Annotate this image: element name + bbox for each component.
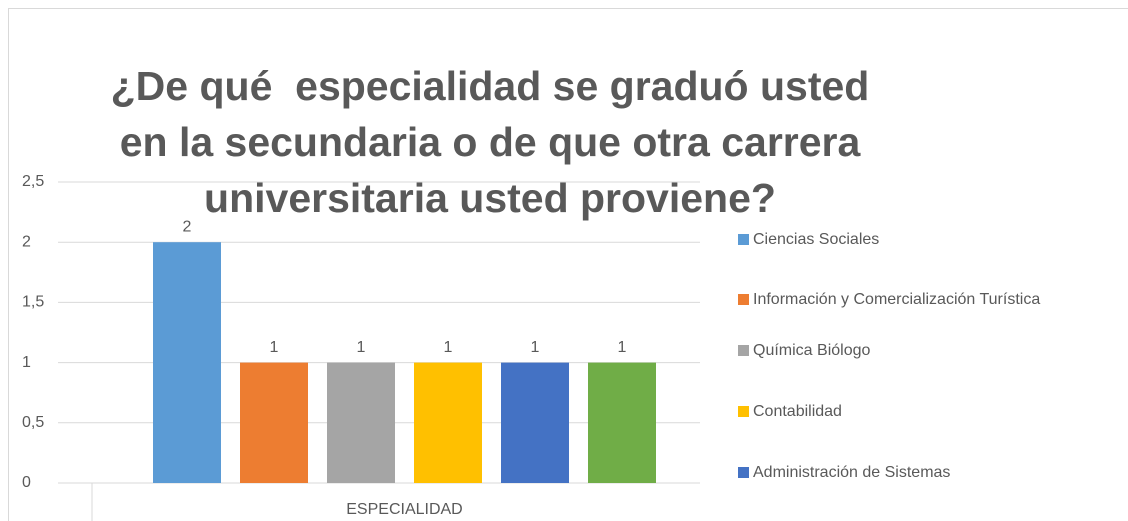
bar — [327, 362, 395, 483]
legend-swatch — [738, 467, 749, 478]
chart-title: ¿De qué especialidad se graduó usted en … — [110, 63, 881, 221]
bar — [240, 362, 308, 483]
legend-swatch — [738, 294, 749, 305]
legend-label: Administración de Sistemas — [753, 464, 951, 481]
legend-swatch — [738, 345, 749, 356]
legend-swatch — [738, 234, 749, 245]
bar — [414, 362, 482, 483]
bar — [153, 242, 221, 483]
value-label: 1 — [618, 339, 627, 356]
value-label: 1 — [270, 339, 279, 356]
bar — [501, 362, 569, 483]
legend-label: Contabilidad — [753, 403, 842, 420]
bar — [588, 362, 656, 483]
y-tick-label: 2,5 — [22, 173, 44, 190]
legend-label: Química Biólogo — [753, 342, 871, 359]
legend-label: Ciencias Sociales — [753, 231, 880, 248]
y-tick-label: 0 — [22, 474, 31, 491]
value-label: 1 — [531, 339, 540, 356]
y-tick-label: 2 — [22, 233, 31, 250]
legend-label: Información y Comercialización Turística — [753, 291, 1041, 308]
y-tick-label: 1,5 — [22, 294, 44, 311]
y-tick-label: 0,5 — [22, 414, 44, 431]
legend-swatch — [738, 406, 749, 417]
value-label: 1 — [444, 339, 453, 356]
value-label: 1 — [357, 339, 366, 356]
chart-border — [8, 8, 1128, 521]
y-tick-label: 1 — [22, 354, 31, 371]
value-label: 2 — [183, 218, 192, 235]
x-tick-label: ESPECIALIDAD — [346, 501, 462, 518]
